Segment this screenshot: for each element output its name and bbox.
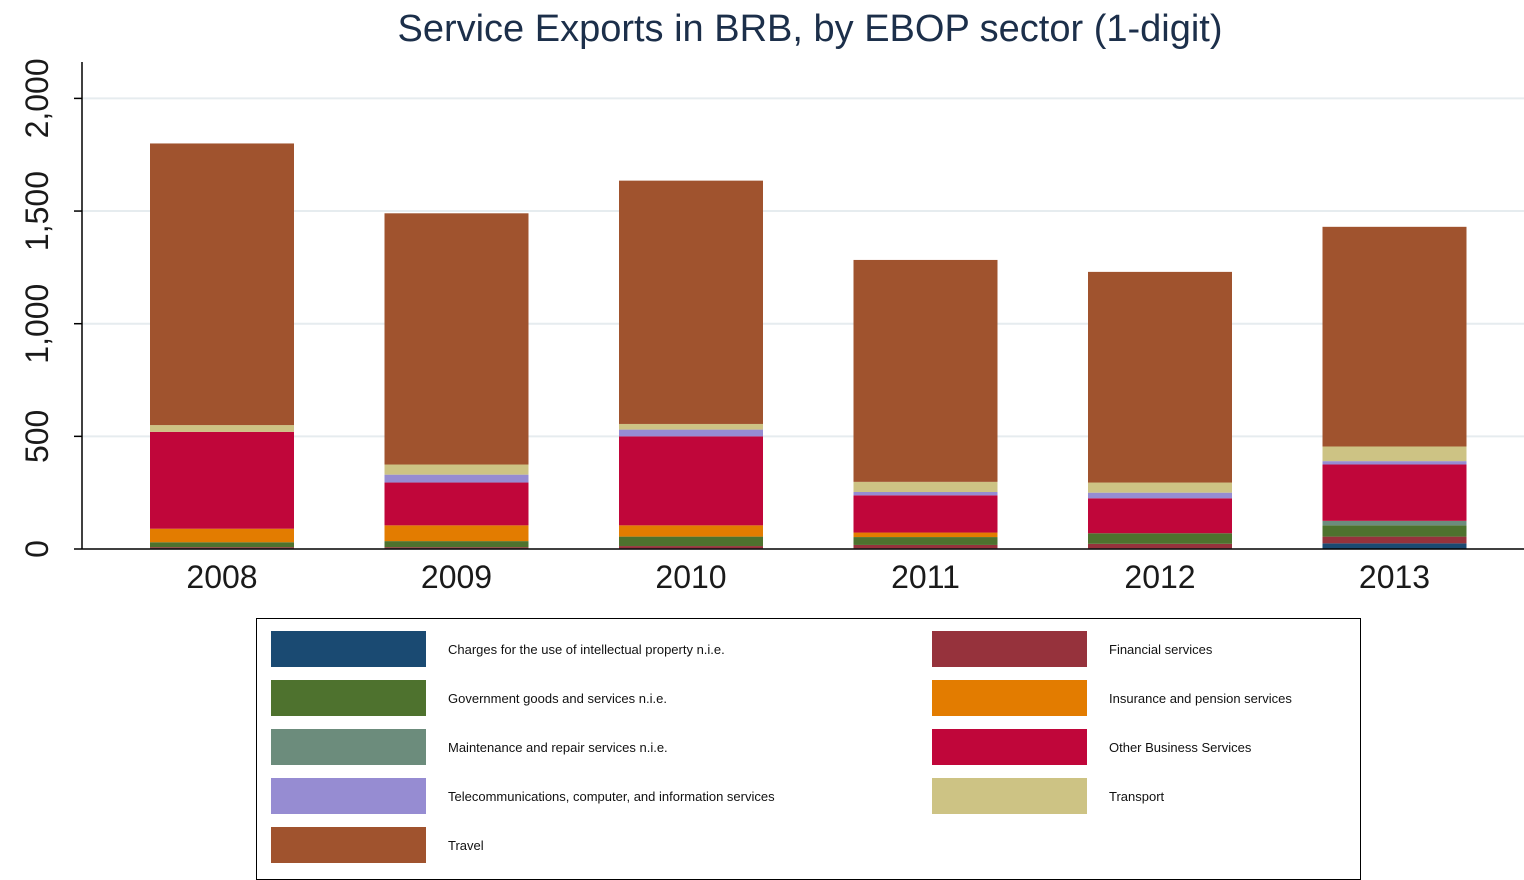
y-tick-label: 0 — [19, 540, 55, 558]
bar-segment — [853, 537, 998, 545]
bar-segment — [1088, 498, 1232, 534]
bar-segment — [384, 213, 529, 465]
legend-swatch — [271, 827, 426, 863]
legend-label: Financial services — [1109, 641, 1213, 657]
bar-segment — [619, 536, 763, 547]
bar-segment — [619, 546, 763, 549]
bar-segment — [853, 544, 998, 549]
x-tick-label: 2013 — [1359, 559, 1430, 595]
bar-segment — [853, 495, 998, 533]
bar-segment — [619, 423, 763, 430]
bar-segment — [1322, 543, 1467, 549]
bar-segment — [1088, 543, 1232, 549]
bar-segment — [384, 464, 529, 475]
legend-swatch — [932, 778, 1087, 814]
bar-segment — [1088, 482, 1232, 493]
gridlines — [82, 97, 1524, 438]
y-tick-label: 2,000 — [19, 58, 55, 138]
bar-segment — [384, 541, 529, 548]
bar-segment — [853, 259, 998, 482]
bar-segment — [150, 542, 294, 548]
bar-segment — [1322, 520, 1467, 526]
bar-segment — [1322, 525, 1467, 537]
x-tick-label: 2012 — [1124, 559, 1195, 595]
legend-label: Travel — [448, 837, 484, 853]
bar-segment — [150, 431, 294, 529]
legend-label: Other Business Services — [1109, 739, 1252, 755]
legend-swatch — [932, 680, 1087, 716]
bar-segment — [1322, 536, 1467, 544]
bar-segment — [619, 429, 763, 437]
x-tick-label: 2010 — [655, 559, 726, 595]
legend-label: Transport — [1109, 788, 1165, 804]
legend-swatch — [932, 631, 1087, 667]
bar-segment — [1088, 533, 1232, 544]
legend-label: Maintenance and repair services n.i.e. — [448, 739, 668, 755]
legend-item: Travel — [271, 827, 484, 863]
legend-swatch — [271, 729, 426, 765]
y-axis-ticks: 0 500 1,000 1,500 2,000 — [19, 58, 82, 558]
x-axis-ticks: 2008 2009 2010 2011 2012 2013 — [186, 559, 1430, 595]
bar-segment — [384, 525, 529, 542]
bar-segment — [1088, 271, 1232, 483]
bar-segment — [150, 425, 294, 432]
bar-segment — [1088, 492, 1232, 499]
y-tick-label: 500 — [19, 410, 55, 463]
legend-label: Insurance and pension services — [1109, 690, 1292, 706]
legend-item: Transport — [932, 778, 1164, 814]
bar-segment — [853, 481, 998, 492]
legend-label: Charges for the use of intellectual prop… — [448, 641, 725, 657]
bars — [150, 143, 1467, 549]
axes — [81, 62, 1524, 550]
legend-swatch — [271, 631, 426, 667]
bar-segment — [853, 491, 998, 496]
x-tick-label: 2011 — [891, 559, 960, 595]
legend-item: Government goods and services n.i.e. — [271, 680, 667, 716]
chart-title: Service Exports in BRB, by EBOP sector (… — [397, 8, 1223, 50]
legend-swatch — [271, 778, 426, 814]
bar-segment — [150, 547, 294, 549]
legend-item: Telecommunications, computer, and inform… — [271, 778, 775, 814]
bar-segment — [1322, 446, 1467, 462]
bar-segment — [384, 547, 529, 549]
bar-segment — [619, 525, 763, 537]
legend-swatch — [932, 729, 1087, 765]
legend-item: Insurance and pension services — [932, 680, 1292, 716]
bar-segment — [1322, 226, 1467, 447]
legend-swatch — [271, 680, 426, 716]
legend-label: Government goods and services n.i.e. — [448, 690, 667, 706]
legend: Charges for the use of intellectual prop… — [256, 618, 1361, 880]
bar-segment — [853, 532, 998, 538]
x-tick-label: 2009 — [421, 559, 492, 595]
legend-item: Charges for the use of intellectual prop… — [271, 631, 725, 667]
bar-segment — [1322, 461, 1467, 465]
bar-segment — [619, 436, 763, 526]
legend-item: Other Business Services — [932, 729, 1251, 765]
legend-label: Telecommunications, computer, and inform… — [448, 788, 775, 804]
bar-segment — [1322, 464, 1467, 521]
y-tick-label: 1,500 — [19, 171, 55, 251]
bar-segment — [150, 143, 294, 426]
bar-segment — [384, 474, 529, 483]
y-tick-label: 1,000 — [19, 284, 55, 364]
bar-segment — [384, 482, 529, 526]
bar-segment — [150, 528, 294, 543]
legend-item: Financial services — [932, 631, 1212, 667]
legend-item: Maintenance and repair services n.i.e. — [271, 729, 668, 765]
bar-segment — [619, 180, 763, 424]
x-tick-label: 2008 — [186, 559, 257, 595]
